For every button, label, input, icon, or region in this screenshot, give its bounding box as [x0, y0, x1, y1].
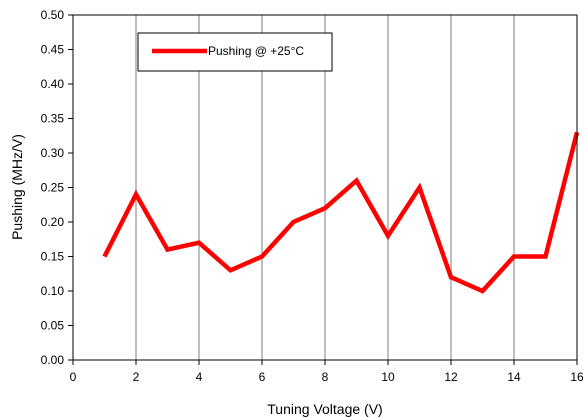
- series-line: [102, 131, 580, 294]
- y-tick-label: 0.40: [41, 77, 65, 91]
- x-tick-label: 8: [322, 370, 329, 384]
- y-tick-labels: 0.00 0.05 0.10 0.15 0.20 0.25 0.30 0.35 0.40 0.45…: [41, 8, 65, 367]
- x-tick-label: 10: [381, 370, 395, 384]
- y-tick-label: 0.25: [41, 181, 65, 195]
- x-tick-label: 12: [444, 370, 458, 384]
- y-tick-label: 0.10: [41, 284, 65, 298]
- x-tick-label: 0: [70, 370, 77, 384]
- y-tick-label: 0.15: [41, 250, 65, 264]
- x-tick-label: 4: [196, 370, 203, 384]
- y-tick-label: 0.05: [41, 319, 65, 333]
- x-tick-labels: 0 2 4 6 8 10 12 14 16: [70, 370, 584, 384]
- y-tick-label: 0.20: [41, 215, 65, 229]
- axis-ticks: [68, 14, 578, 365]
- x-tick-label: 6: [259, 370, 266, 384]
- x-tick-label: 14: [507, 370, 521, 384]
- y-tick-label: 0.50: [41, 8, 65, 22]
- legend-label: Pushing @ +25°C: [208, 44, 304, 58]
- x-tick-label: 16: [570, 370, 584, 384]
- y-axis-title: Pushing (MHz/V): [9, 134, 25, 240]
- series-lines: [102, 131, 580, 294]
- x-axis-title: Tuning Voltage (V): [267, 401, 382, 417]
- y-tick-label: 0.45: [41, 43, 65, 57]
- x-tick-label: 2: [133, 370, 140, 384]
- legend: Pushing @ +25°C: [137, 32, 333, 72]
- gridlines: [135, 15, 515, 360]
- y-tick-label: 0.00: [41, 353, 65, 367]
- y-tick-label: 0.30: [41, 146, 65, 160]
- y-tick-label: 0.35: [41, 112, 65, 126]
